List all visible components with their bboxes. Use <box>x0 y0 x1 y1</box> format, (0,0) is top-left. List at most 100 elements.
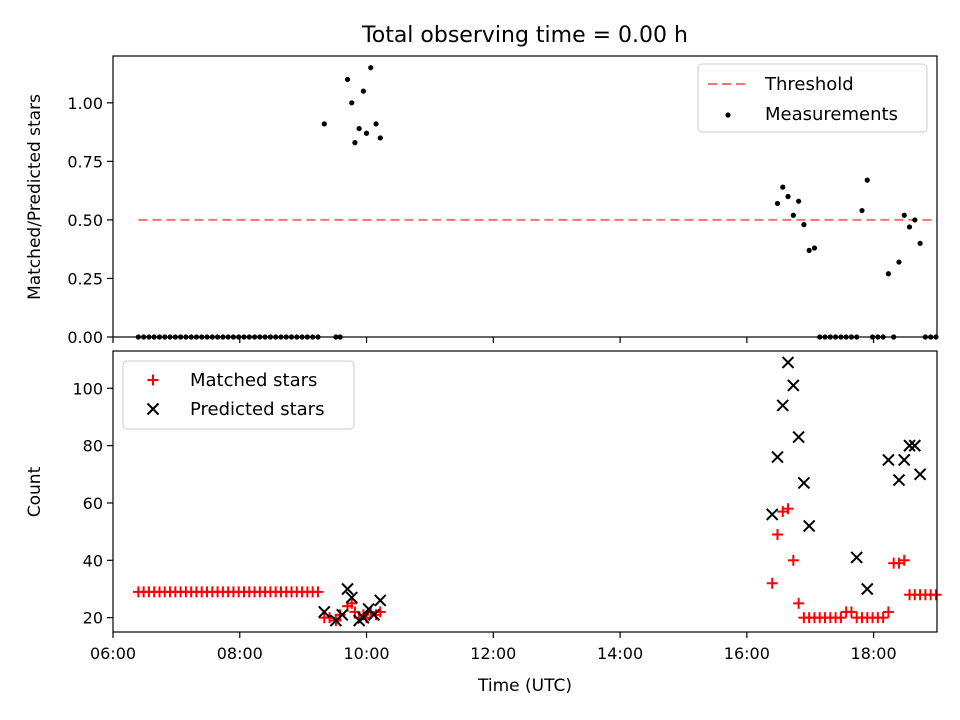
matched-star-point <box>346 597 358 609</box>
predicted-star-point <box>781 356 795 369</box>
measurement-point <box>774 200 781 207</box>
x-tick-label: 14:00 <box>597 644 643 663</box>
predicted-star-point <box>318 605 331 619</box>
matched-star-point <box>898 554 910 566</box>
matched-star-point <box>766 577 778 589</box>
bottom-plot-panel: 20 40 60 80 100 06:00 08:00 10:00 12:00 14:00 16:… <box>25 350 942 696</box>
predicted-star-point <box>850 551 863 564</box>
predicted-star-point <box>787 379 800 392</box>
measurement-point <box>780 184 786 190</box>
predicted-star-point <box>903 439 916 452</box>
bottom-x-axis-label: Time (UTC) <box>477 676 572 696</box>
top-y-axis-label: Matched/Predicted stars <box>25 94 45 300</box>
measurement-point <box>356 125 362 132</box>
matched-star-point <box>771 529 783 541</box>
measurement-point <box>785 193 791 200</box>
predicted-star-point <box>913 468 927 481</box>
predicted-star-point <box>341 582 354 596</box>
y-tick-label: 40 <box>83 551 103 570</box>
bottom-legend-box <box>122 360 355 430</box>
y-tick-label: 0.75 <box>67 152 103 171</box>
measurement-point <box>806 247 812 253</box>
measurement-point <box>373 121 379 127</box>
predicted-star-point <box>892 473 906 487</box>
top-plot-frame <box>112 55 938 338</box>
x-tick-label: 12:00 <box>470 644 516 663</box>
matched-star-point <box>793 597 805 609</box>
predicted-star-point <box>908 439 922 452</box>
measurement-point <box>360 88 366 94</box>
measurement-point <box>811 245 818 251</box>
legend-threshold-label: Threshold <box>764 74 854 95</box>
y-tick-label: 20 <box>83 609 103 628</box>
measurement-point <box>796 198 802 204</box>
predicted-star-point <box>776 399 789 412</box>
x-tick-label: 06:00 <box>90 644 136 663</box>
top-legend: Threshold Measurements <box>697 63 928 133</box>
predicted-star-point <box>797 476 811 490</box>
legend-plus-glyph <box>147 374 159 386</box>
matched-star-point <box>835 612 847 624</box>
measurement-point <box>790 212 796 218</box>
y-tick-label: 0.25 <box>67 269 103 288</box>
y-tick-label: 100 <box>72 379 103 398</box>
legend-predicted-label: Predicted stars <box>190 399 324 420</box>
measurement-point <box>352 140 358 146</box>
measurement-point <box>344 76 351 83</box>
measurement-point <box>801 222 807 228</box>
x-tick-label: 08:00 <box>217 644 263 663</box>
bottom-plot-frame <box>112 350 938 633</box>
bottom-marks <box>132 356 942 627</box>
predicted-star-point <box>771 450 784 464</box>
measurement-point <box>859 207 865 214</box>
matched-star-point <box>845 606 857 618</box>
legend-matched-marker <box>147 374 159 386</box>
legend-matched-label: Matched stars <box>190 370 317 391</box>
y-tick-label: 0.50 <box>67 211 103 230</box>
predicted-star-point <box>882 453 895 467</box>
predicted-star-point <box>374 594 387 607</box>
y-tick-label: 0.00 <box>67 328 103 347</box>
predicted-star-point <box>765 508 779 521</box>
legend-predicted-marker <box>146 402 160 416</box>
top-plot-panel: 0.00 0.25 0.50 0.75 1.00 Matched/Predicted s… <box>25 55 939 347</box>
measurement-point <box>906 224 913 230</box>
predicted-star-point <box>792 430 805 444</box>
matched-star-point <box>930 589 942 601</box>
chart-title: Total observing time = 0.00 h <box>361 23 688 48</box>
x-tick-label: 10:00 <box>343 644 389 663</box>
matched-star-point <box>312 586 324 598</box>
measurement-point <box>864 177 870 183</box>
bottom-x-axis: 06:00 08:00 10:00 12:00 14:00 16:00 18:00 <box>90 632 897 663</box>
legend-x-glyph <box>146 402 160 416</box>
matched-star-point <box>334 609 346 621</box>
predicted-star-point <box>357 611 370 624</box>
measurement-point <box>363 130 370 136</box>
measurement-point <box>885 271 892 277</box>
measurement-point <box>349 100 355 106</box>
measurement-point <box>368 65 374 71</box>
measurement-point <box>896 259 902 265</box>
predicted-star-point <box>367 608 381 622</box>
measurement-point <box>912 217 918 223</box>
predicted-star-point <box>861 582 874 596</box>
bottom-y-axis-label: Count <box>25 466 45 517</box>
top-legend-box <box>697 63 928 133</box>
bottom-legend: Matched stars Predicted stars <box>122 360 355 430</box>
top-x-ticks <box>112 337 875 343</box>
measurement-point <box>321 121 327 127</box>
measurement-point <box>917 240 923 246</box>
predicted-star-point <box>336 608 349 622</box>
legend-measurements-marker <box>725 112 731 118</box>
measurement-point <box>377 135 383 141</box>
legend-measurements-label: Measurements <box>765 104 898 125</box>
matched-star-point <box>787 554 799 566</box>
x-tick-label: 18:00 <box>851 644 897 663</box>
measurement-point <box>901 212 907 218</box>
predicted-star-point <box>345 591 358 604</box>
x-tick-label: 16:00 <box>724 644 770 663</box>
matched-star-point <box>782 503 794 515</box>
y-tick-label: 80 <box>83 437 103 456</box>
matched-star-point <box>882 606 894 618</box>
